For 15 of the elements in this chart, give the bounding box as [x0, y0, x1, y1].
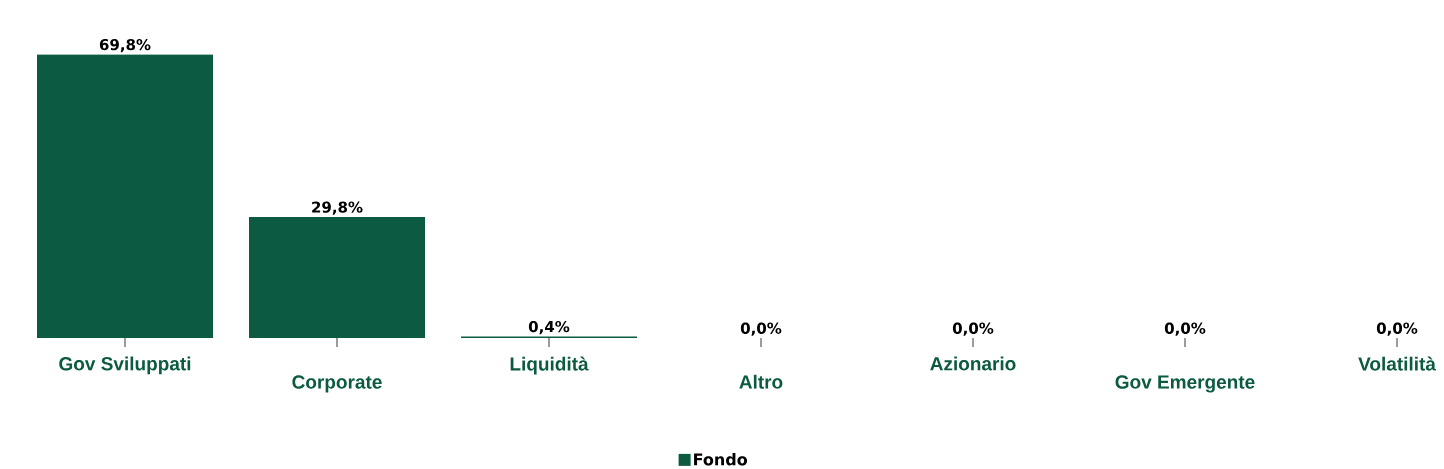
data-label: 0,4% [528, 320, 570, 335]
x-tick-label: Gov Sviluppati [59, 356, 191, 375]
x-tick-label: Corporate [292, 375, 382, 393]
x-tick-label: Altro [739, 374, 783, 389]
x-tick-label: Liquidità [510, 356, 589, 375]
data-label: 0,0% [1164, 322, 1206, 336]
data-label: 29,8% [312, 201, 363, 215]
data-label: 0,0% [952, 322, 994, 336]
data-label: 0,0% [740, 322, 782, 336]
data-label: 69,8% [99, 38, 151, 53]
legend-label: Fondo [694, 453, 748, 466]
data-label: 0,0% [1376, 322, 1418, 336]
x-tick-label: Gov Emergente [1115, 375, 1255, 393]
x-tick-label: Volatilità [1358, 356, 1436, 371]
x-tick-label: Azionario [930, 356, 1016, 371]
